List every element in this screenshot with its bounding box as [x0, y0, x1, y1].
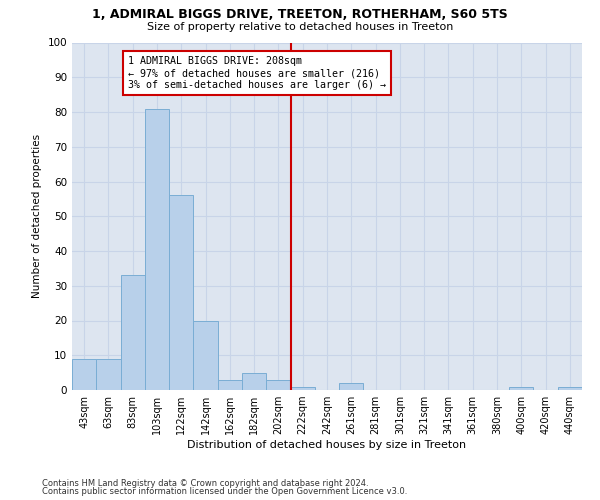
Bar: [339, 383, 364, 390]
Y-axis label: Number of detached properties: Number of detached properties: [32, 134, 42, 298]
Bar: [145, 108, 169, 390]
Bar: [242, 372, 266, 390]
Text: Contains HM Land Registry data © Crown copyright and database right 2024.: Contains HM Land Registry data © Crown c…: [42, 478, 368, 488]
Bar: [290, 386, 315, 390]
Text: 1 ADMIRAL BIGGS DRIVE: 208sqm
← 97% of detached houses are smaller (216)
3% of s: 1 ADMIRAL BIGGS DRIVE: 208sqm ← 97% of d…: [128, 56, 386, 90]
Bar: [509, 386, 533, 390]
Bar: [218, 380, 242, 390]
Text: Contains public sector information licensed under the Open Government Licence v3: Contains public sector information licen…: [42, 487, 407, 496]
Bar: [169, 196, 193, 390]
Bar: [121, 276, 145, 390]
Text: Size of property relative to detached houses in Treeton: Size of property relative to detached ho…: [147, 22, 453, 32]
Bar: [266, 380, 290, 390]
Bar: [193, 320, 218, 390]
Bar: [96, 358, 121, 390]
X-axis label: Distribution of detached houses by size in Treeton: Distribution of detached houses by size …: [187, 440, 467, 450]
Bar: [72, 358, 96, 390]
Bar: [558, 386, 582, 390]
Text: 1, ADMIRAL BIGGS DRIVE, TREETON, ROTHERHAM, S60 5TS: 1, ADMIRAL BIGGS DRIVE, TREETON, ROTHERH…: [92, 8, 508, 20]
